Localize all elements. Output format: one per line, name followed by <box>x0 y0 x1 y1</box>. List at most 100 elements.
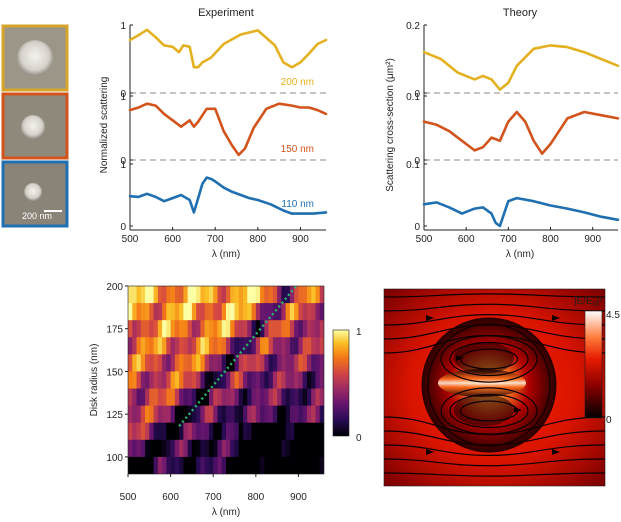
heatmap-cell <box>230 439 236 458</box>
heatmap-cell <box>213 456 219 474</box>
heatmap-cell <box>285 456 291 474</box>
heatmap-cell <box>302 388 308 407</box>
heatmap-cell <box>140 303 146 321</box>
heatmap-cell <box>306 286 312 304</box>
heatmap-cell <box>166 422 172 441</box>
heatmap-cell <box>136 405 142 424</box>
heatmap-cell <box>264 371 270 390</box>
heatmap-cell <box>213 405 219 424</box>
heatmap-cell <box>166 439 172 458</box>
theory-y-tick-label: 0.2 <box>406 21 420 32</box>
heatmap-cell <box>315 320 321 338</box>
heatmap-cell <box>251 405 257 424</box>
heatmap-cell <box>230 320 236 338</box>
heatmap-y-tick-label: 125 <box>106 410 123 421</box>
field-loop-top <box>440 335 538 383</box>
sem-tile-150 <box>1 92 69 160</box>
heatmap-cell <box>221 422 227 441</box>
experiment-series-200-nm <box>128 28 328 69</box>
theory-series-110-nm <box>422 196 620 228</box>
heatmap-cell <box>311 439 317 458</box>
heatmap-cell <box>166 286 172 304</box>
heatmap-x-tick-label: 800 <box>247 492 264 503</box>
heatmap-cell <box>153 439 159 458</box>
heatmap-cell <box>208 456 214 474</box>
heatmap-cell <box>179 354 184 373</box>
heatmap-cell <box>277 303 282 321</box>
field-streamline <box>384 293 605 298</box>
heatmap-cell <box>170 422 176 441</box>
heatmap-cell <box>132 303 138 321</box>
heatmap-cell <box>281 439 287 458</box>
heatmap-cell <box>208 405 214 424</box>
heatmap-cell <box>153 371 159 390</box>
heatmap-cell <box>285 371 291 390</box>
heatmap-cell <box>162 286 167 304</box>
heatmap-cell <box>140 439 146 458</box>
heatmap-cell <box>238 422 244 441</box>
heatmap-cell <box>294 371 300 390</box>
heatmap-cell <box>298 456 304 474</box>
heatmap-cell <box>196 456 202 474</box>
heatmap-cell <box>162 439 167 458</box>
heatmap-cell <box>183 337 189 355</box>
heatmap-cell <box>289 354 295 373</box>
heatmap-cell <box>285 439 291 458</box>
heatmap-cell <box>255 303 261 321</box>
heatmap-cell <box>191 439 197 458</box>
heatmap-cell <box>264 388 270 407</box>
heatmap-cell <box>272 371 278 390</box>
experiment-series-110-nm <box>128 176 328 215</box>
heatmap-cell <box>255 354 261 373</box>
heatmap-cell <box>153 405 159 424</box>
heatmap-cell <box>226 303 231 321</box>
heatmap-cell <box>264 354 270 373</box>
heatmap-cell <box>132 337 138 355</box>
experiment-panel: Experiment Normalized scattering λ (nm) … <box>99 7 328 260</box>
heatmap-cell <box>311 354 317 373</box>
heatmap-frame <box>127 285 325 475</box>
heatmap-cell <box>260 303 265 321</box>
heatmap-cell <box>319 405 324 424</box>
heatmap-x-tick-label: 900 <box>290 492 307 503</box>
heatmap-cell <box>187 303 193 321</box>
heatmap-cell <box>234 320 240 338</box>
heatmap-cell <box>183 388 189 407</box>
heatmap-colorbar-scale <box>332 329 350 437</box>
heatmap-cell <box>157 337 163 355</box>
heatmap-cell <box>204 422 210 441</box>
experiment-series-150-nm <box>128 102 328 157</box>
heatmap-cell <box>311 303 317 321</box>
field-map-hotspot <box>438 369 526 397</box>
heatmap-cell <box>260 371 265 390</box>
heatmap-cell <box>238 371 244 390</box>
heatmap-cell <box>272 388 278 407</box>
field-arrow <box>552 449 560 455</box>
heatmap-cell <box>251 439 257 458</box>
heatmap-cell <box>170 371 176 390</box>
heatmap-cell <box>243 405 248 424</box>
heatmap-colorbar-min: 0 <box>356 433 362 444</box>
heatmap-cell <box>247 337 253 355</box>
heatmap-cell <box>319 371 324 390</box>
field-arrow <box>456 355 464 361</box>
heatmap-cell <box>285 422 291 441</box>
heatmap-cell <box>226 439 231 458</box>
heatmap-cell <box>170 456 176 474</box>
heatmap-cell <box>221 354 227 373</box>
heatmap-cell <box>132 405 138 424</box>
heatmap-cell <box>213 337 219 355</box>
heatmap-cell <box>260 405 265 424</box>
heatmap-cell <box>281 388 287 407</box>
heatmap-cell <box>196 405 202 424</box>
heatmap-cell <box>187 354 193 373</box>
heatmap-cell <box>162 303 167 321</box>
heatmap-cell <box>238 320 244 338</box>
heatmap-cell <box>315 456 321 474</box>
heatmap-cell <box>204 320 210 338</box>
theory-y-tick-label: 0 <box>414 89 420 100</box>
heatmap-cells <box>128 286 324 474</box>
heatmap-cell <box>255 456 261 474</box>
